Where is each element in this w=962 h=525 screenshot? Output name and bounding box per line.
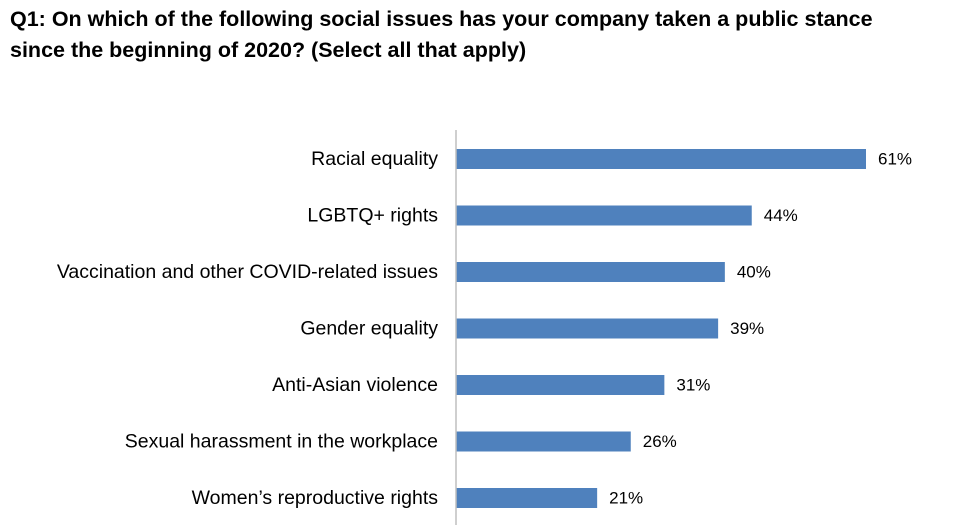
category-label: Anti-Asian violence	[272, 374, 438, 396]
value-label: 39%	[730, 319, 764, 338]
bar-1	[456, 149, 866, 169]
value-label: 40%	[737, 263, 771, 282]
value-label: 21%	[609, 489, 643, 508]
bar-6	[456, 431, 631, 452]
category-label: Sexual harassment in the workplace	[125, 431, 438, 453]
chart-title-line-2: since the beginning of 2020? (Select all…	[10, 38, 527, 62]
category-label: Racial equality	[311, 148, 438, 170]
value-label: 44%	[764, 206, 798, 225]
bar-7	[456, 488, 598, 508]
labels-layer: Racial equality 61% LGBTQ+ rights 44% Vaccin…	[57, 148, 912, 509]
bar-2	[456, 205, 752, 226]
value-label: 26%	[643, 432, 677, 451]
value-label: 61%	[878, 150, 912, 169]
category-label: Vaccination and other COVID-related issu…	[57, 261, 438, 283]
category-label: Women’s reproductive rights	[192, 487, 439, 509]
chart-title: Q1: On which of the following social iss…	[10, 4, 955, 66]
category-label: Gender equality	[300, 318, 438, 340]
bars-layer	[456, 149, 866, 508]
bar-5	[456, 375, 665, 395]
chart-title-line-1: Q1: On which of the following social iss…	[10, 7, 873, 31]
category-label: LGBTQ+ rights	[307, 205, 438, 227]
bar-3	[456, 262, 725, 282]
bar-4	[456, 318, 719, 339]
value-label: 31%	[676, 376, 710, 395]
